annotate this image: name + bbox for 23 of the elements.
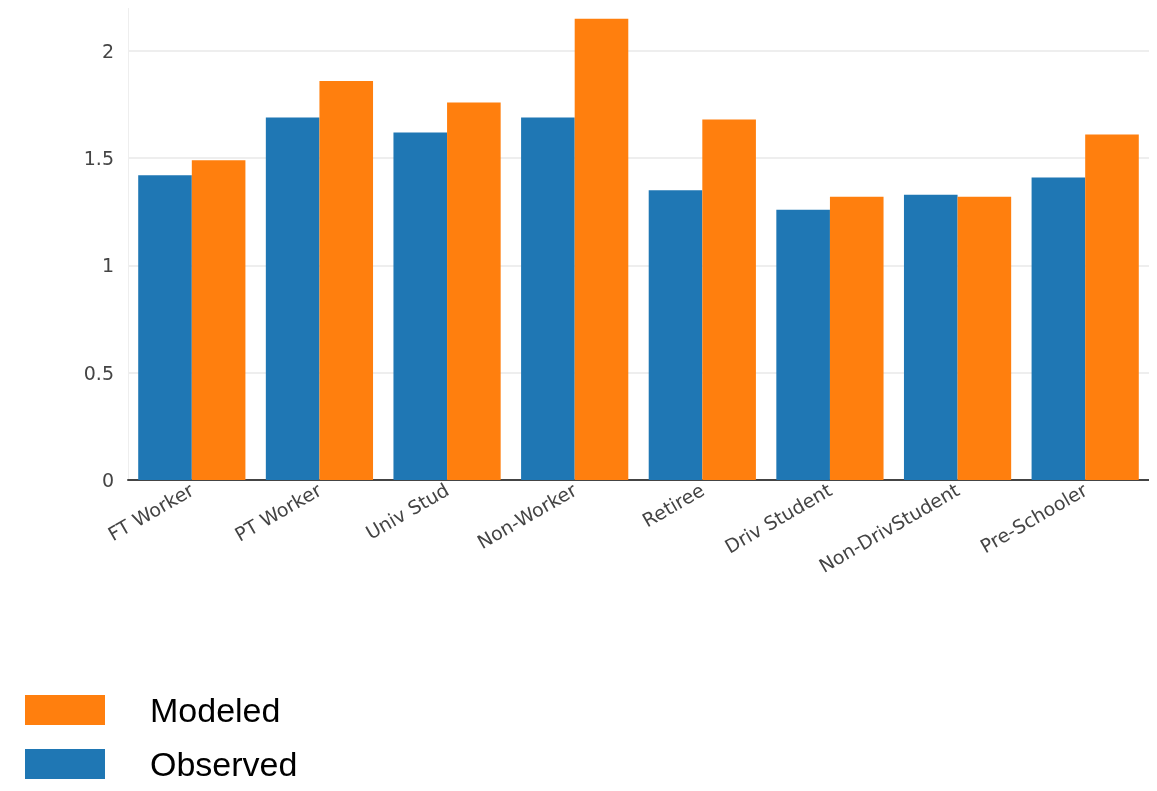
bar [574,18,629,480]
bar [1085,134,1139,480]
bar [319,80,374,480]
bar [903,194,958,480]
bar [829,196,884,480]
y-tick-label: 2 [101,39,114,62]
y-tick-label: 0.5 [83,361,114,384]
bar [138,175,192,480]
bar [648,190,703,480]
y-tick-label: 1 [101,254,114,277]
bar [265,117,320,480]
bar [393,132,448,480]
legend-label: Observed [150,745,298,783]
bar [447,102,501,480]
bar [776,209,830,480]
bar [957,196,1012,480]
bar [191,160,246,480]
y-tick-label: 0 [101,469,114,491]
y-tick-label: 1.5 [83,147,114,170]
bar [702,119,756,480]
bar [521,117,575,480]
bar [1031,177,1086,480]
legend-label: Modeled [150,691,281,729]
